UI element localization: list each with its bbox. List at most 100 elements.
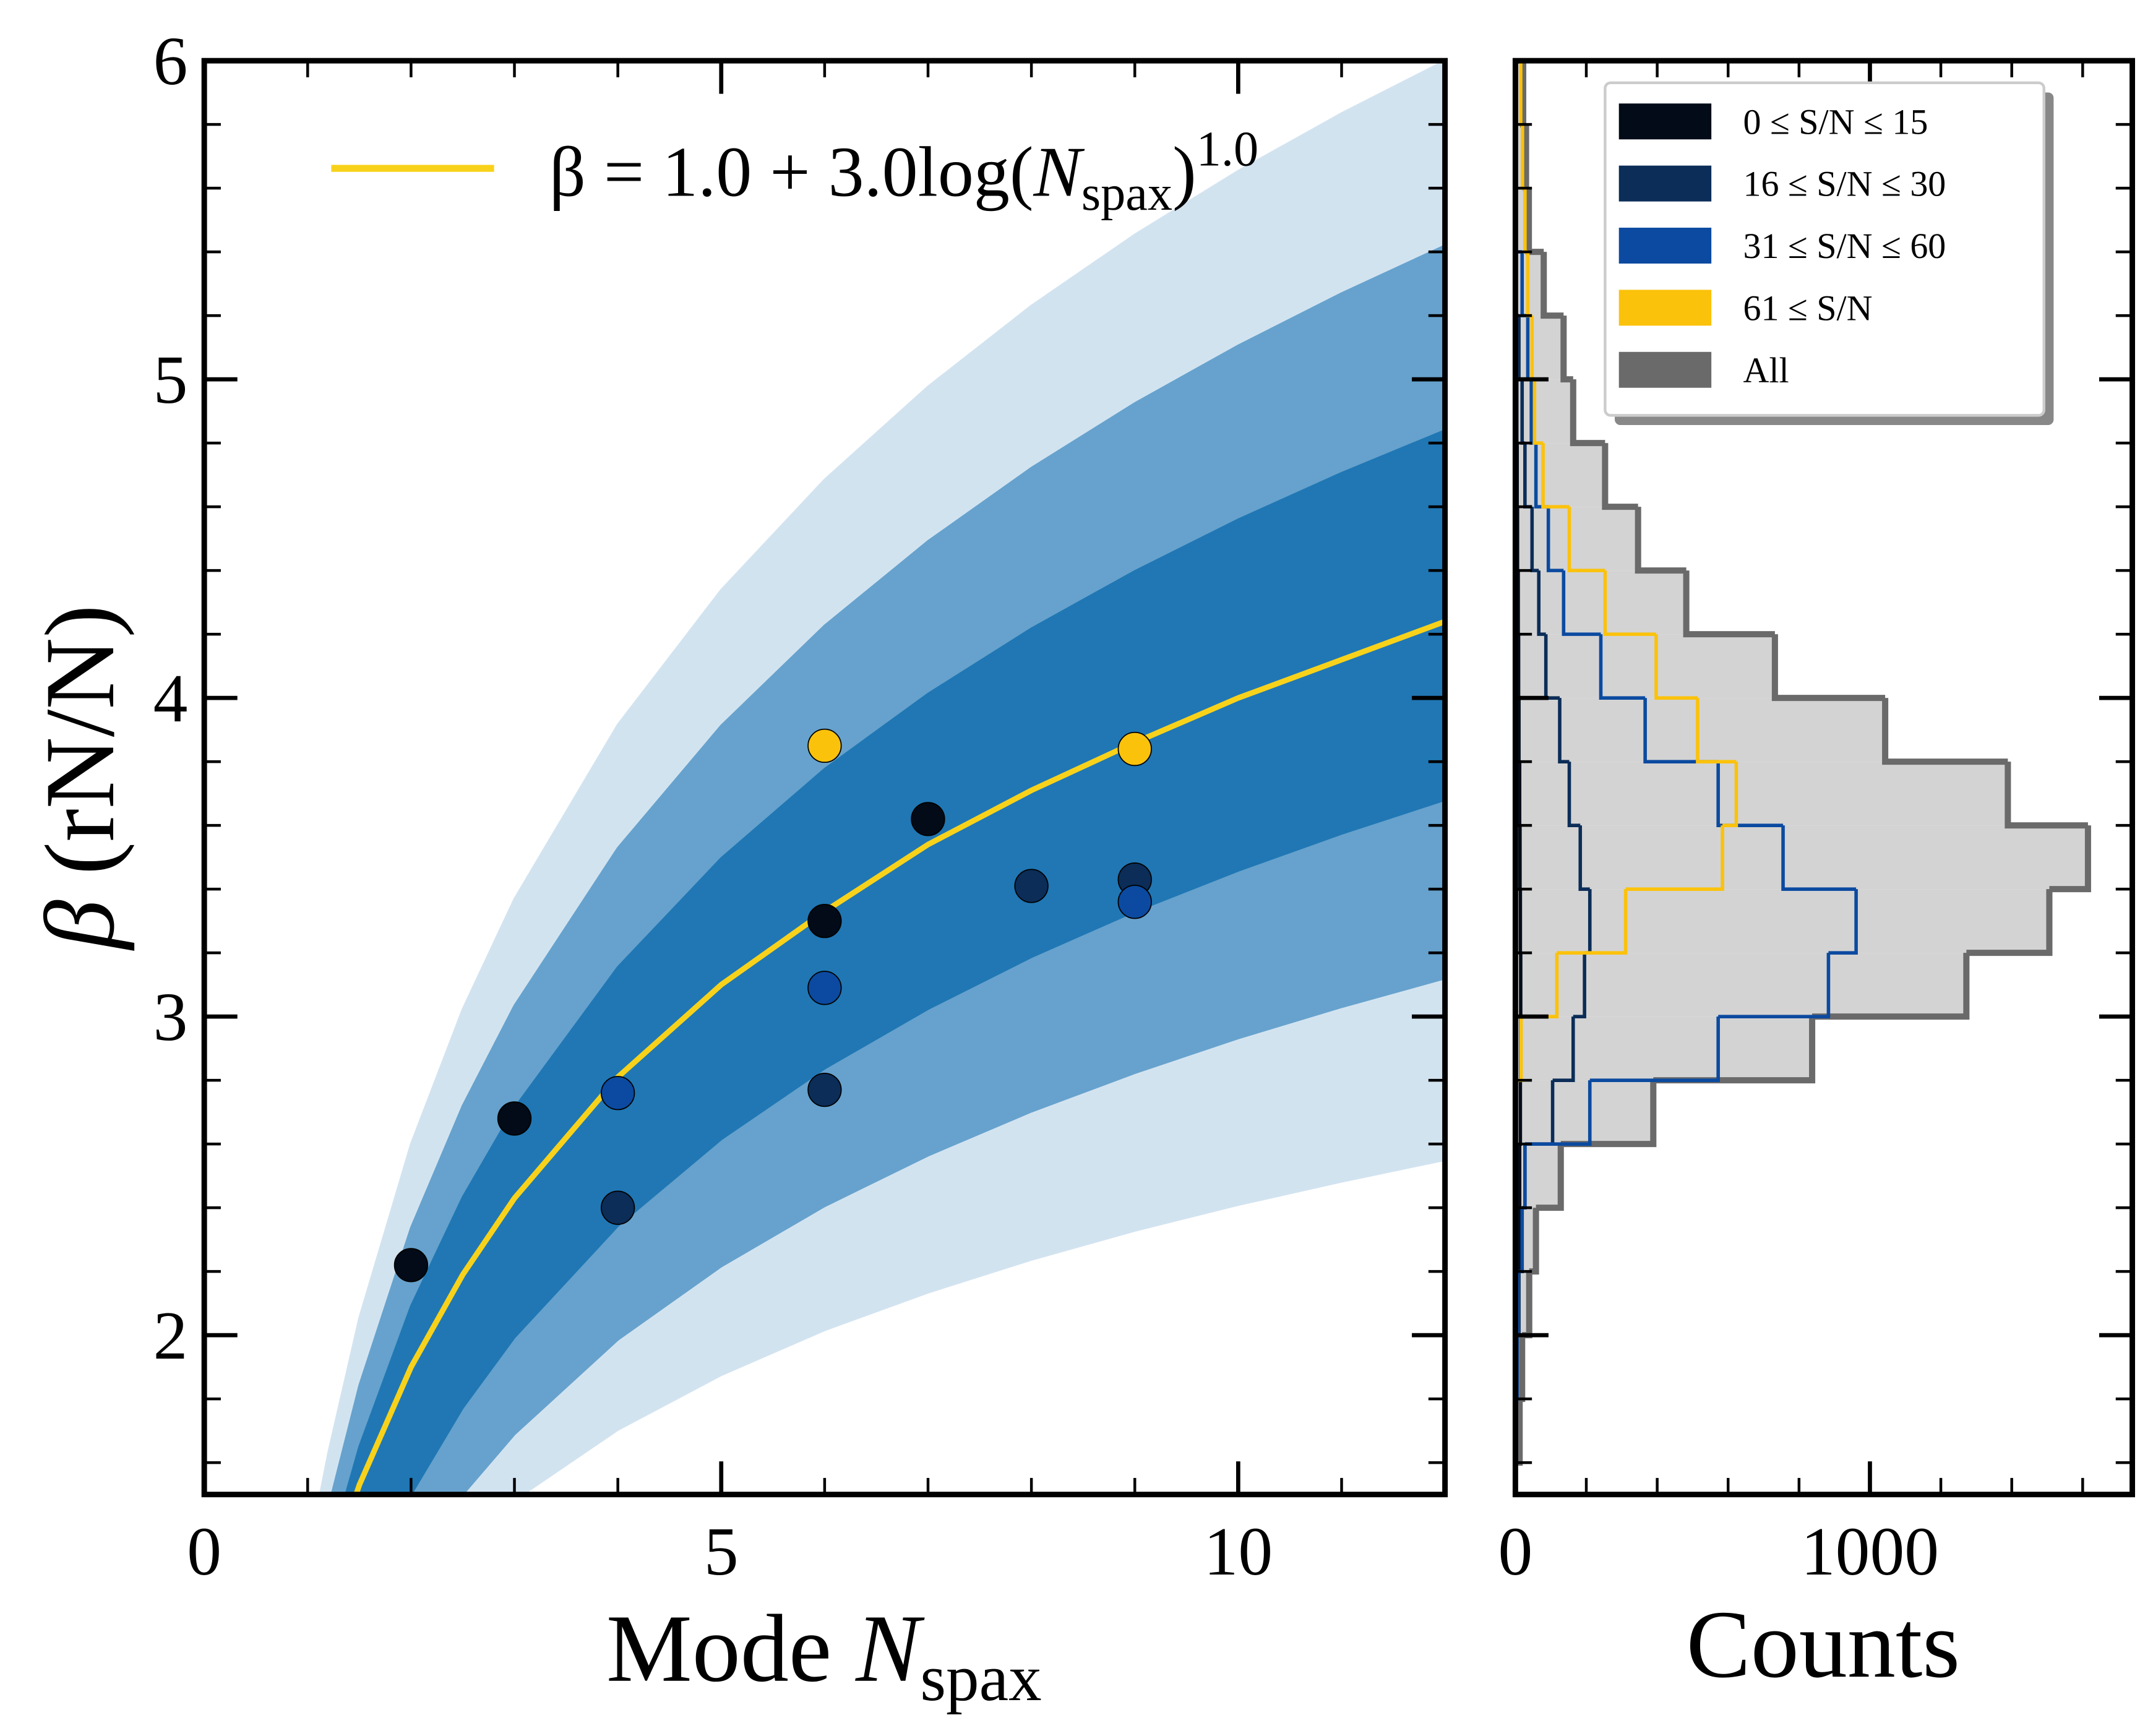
legend-swatch [1618, 228, 1712, 264]
histogram-bin [1517, 1208, 1521, 1273]
histogram-bin [1882, 698, 2008, 765]
histogram-bin [1530, 507, 1539, 572]
histogram-bin [1560, 316, 1573, 383]
data-point [807, 1072, 842, 1107]
histogram-bin [1812, 953, 1970, 1020]
histogram-bin [1518, 825, 1522, 891]
legend-text: ) [1172, 133, 1197, 212]
histogram-bin [1716, 762, 1784, 827]
histogram-bin [1635, 507, 1687, 574]
histogram-bin-fill [1515, 316, 1564, 380]
legend-label: 31 ≤ S/N ≤ 60 [1743, 226, 1946, 266]
histogram-bin [1654, 634, 1698, 700]
histogram-bin [1696, 698, 1737, 763]
histogram-bin-fill [1515, 1016, 1813, 1081]
histogram-bin-fill [1515, 889, 2050, 953]
histogram-bin [1578, 825, 1590, 891]
histogram-bin [1589, 1016, 1720, 1082]
histogram-bin [1562, 570, 1601, 636]
histogram-bin [1718, 953, 1831, 1018]
histogram-bin [1541, 252, 1564, 319]
histogram-bin-fill [1515, 570, 1687, 635]
histogram-bin [1523, 124, 1529, 192]
data-point [497, 1101, 532, 1136]
histogram-bin [1603, 570, 1656, 636]
data-point [600, 1190, 635, 1225]
histogram-bin [2005, 762, 2088, 829]
x-tick-label: 0 [187, 1514, 221, 1590]
histogram-bin [1519, 1335, 1526, 1403]
histogram-bin [1828, 889, 1858, 955]
histogram-bin [1560, 1080, 1657, 1148]
histogram-bin [1599, 634, 1646, 700]
histogram-bin [1518, 762, 1522, 827]
histogram-bin-fill [1515, 1080, 1654, 1145]
histogram-bin-fill [1515, 443, 1605, 507]
histogram-bin-fill [1515, 698, 1886, 762]
histogram-bin [1781, 825, 1857, 891]
histogram-bin [1552, 1016, 1575, 1082]
x-axis-label-text: N [854, 1595, 925, 1702]
histogram-bin [1541, 443, 1570, 509]
histogram-bin [1567, 507, 1605, 572]
histogram-bin-fill [1515, 634, 1775, 698]
x-tick-label: 5 [704, 1514, 739, 1590]
legend-label: 0 ≤ S/N ≤ 15 [1743, 101, 1928, 142]
histogram-bin [1602, 443, 1638, 510]
histogram-bin-fill [1515, 252, 1544, 316]
axes-frame [1512, 58, 2135, 1498]
x-tick-label: 0 [1498, 1514, 1533, 1590]
y-axis-label-text: β [25, 900, 135, 951]
legend-swatch [1618, 103, 1712, 140]
x-tick-label: 10 [1204, 1514, 1273, 1590]
histogram-bin [1771, 634, 1886, 702]
fit-curve [353, 619, 1445, 1495]
histogram-bin-fill [1515, 825, 2088, 890]
data-point [807, 971, 842, 1005]
axes-frame [201, 58, 1448, 1498]
data-point [1117, 731, 1152, 767]
data-point [1014, 869, 1049, 903]
legend-swatch [1618, 290, 1712, 326]
legend-text: N [1033, 133, 1085, 212]
data-point [393, 1248, 429, 1283]
histogram-bin-fill [1515, 507, 1638, 571]
legend-label: All [1743, 350, 1789, 390]
histogram-bin [1532, 379, 1544, 445]
x-axis-label-text: Mode [606, 1595, 856, 1702]
legend-subscript: spax [1081, 166, 1172, 221]
histogram-bin [1625, 825, 1724, 891]
plot-area [319, 61, 1445, 1495]
histogram-bin [1546, 507, 1564, 572]
histogram-bin [1516, 570, 1520, 636]
y-axis-label: β (rN/N) [25, 604, 135, 951]
x-axis-label: Counts [1687, 1591, 1960, 1698]
left-panel: β = 1.0 + 3.0log(Nspax)1.00 5 1023456Mode … [25, 24, 1448, 1715]
histogram-bin [1536, 1144, 1564, 1211]
y-tick-label: 2 [153, 1298, 188, 1374]
histogram-bin [1524, 1080, 1592, 1146]
legend-label: 61 ≤ S/N [1743, 288, 1872, 328]
legend-swatch [1618, 165, 1712, 202]
legend-box [1604, 81, 2045, 417]
histogram-bin-fill [1515, 379, 1573, 444]
histogram-bin-fill [1515, 1144, 1561, 1208]
x-axis-label: Mode Nspax [606, 1595, 1042, 1715]
y-axis-label-text: (rN/N) [25, 604, 135, 900]
data-point [807, 903, 842, 939]
histogram-bin [1683, 570, 1775, 638]
legend-label: 16 ≤ S/N ≤ 30 [1743, 164, 1946, 204]
histogram-bin [1558, 698, 1570, 763]
x-axis-label-subscript: spax [920, 1642, 1041, 1715]
histogram-bin-fill [1515, 953, 1967, 1017]
histogram-bin [1537, 570, 1546, 636]
data-point [807, 728, 842, 763]
histogram-bin [1557, 889, 1628, 955]
y-tick-label: 3 [153, 979, 188, 1055]
legend-superscript: 1.0 [1197, 122, 1258, 177]
histogram-bin [1570, 379, 1605, 447]
histogram-bin [1643, 698, 1719, 763]
histogram-bin [1567, 762, 1581, 827]
